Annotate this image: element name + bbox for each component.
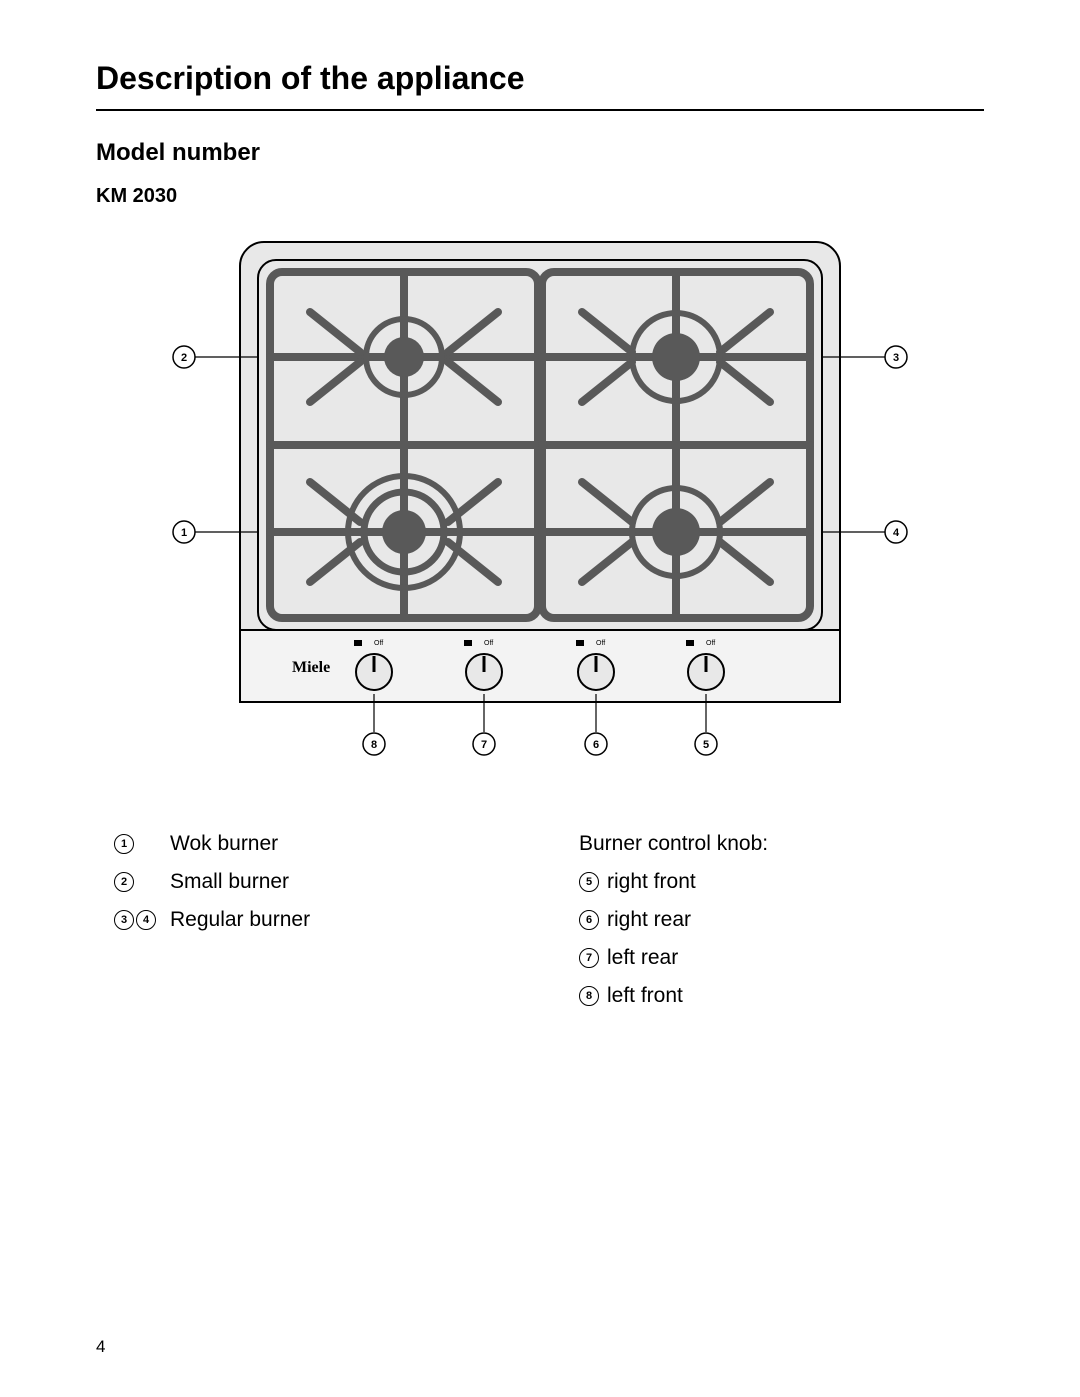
callout-8: 8 — [363, 733, 385, 755]
svg-text:4: 4 — [893, 527, 900, 539]
legend-text: Small burner — [170, 870, 289, 894]
svg-text:Off: Off — [374, 640, 383, 647]
legend-num: 7 — [579, 948, 599, 968]
brand-text: Miele — [292, 659, 330, 676]
svg-text:6: 6 — [593, 739, 599, 751]
svg-text:8: 8 — [371, 739, 377, 751]
legend-right-column: Burner control knob: 5 right front 6 rig… — [579, 832, 984, 1022]
section-title: Model number — [96, 139, 984, 167]
legend-num: 5 — [579, 872, 599, 892]
callout-1: 1 — [173, 521, 195, 543]
model-label: KM 2030 — [96, 185, 984, 208]
legend: 1 Wok burner 2 Small burner 3 4 Regular … — [114, 832, 984, 1022]
legend-num: 3 — [114, 910, 134, 930]
page-container: Description of the appliance Model numbe… — [0, 0, 1080, 1062]
svg-text:2: 2 — [181, 352, 187, 364]
page-number: 4 — [96, 1337, 105, 1357]
callout-6: 6 — [585, 733, 607, 755]
legend-num: 4 — [136, 910, 156, 930]
legend-text: Regular burner — [170, 908, 310, 932]
legend-row: 2 Small burner — [114, 870, 519, 894]
legend-text: right rear — [607, 908, 691, 932]
legend-text: left front — [607, 984, 683, 1008]
legend-row: 7 left rear — [579, 946, 984, 970]
main-title: Description of the appliance — [96, 60, 984, 97]
legend-num: 1 — [114, 834, 134, 854]
svg-text:1: 1 — [181, 527, 187, 539]
callout-5: 5 — [695, 733, 717, 755]
svg-text:Off: Off — [484, 640, 493, 647]
svg-text:3: 3 — [893, 352, 899, 364]
legend-text: left rear — [607, 946, 678, 970]
legend-row: 3 4 Regular burner — [114, 908, 519, 932]
legend-left-column: 1 Wok burner 2 Small burner 3 4 Regular … — [114, 832, 519, 1022]
title-rule — [96, 109, 984, 111]
callout-3: 3 — [885, 346, 907, 368]
legend-num: 6 — [579, 910, 599, 930]
legend-row: 8 left front — [579, 984, 984, 1008]
callout-2: 2 — [173, 346, 195, 368]
svg-text:5: 5 — [703, 739, 709, 751]
cooktop-svg: Miele Off Off Off — [160, 232, 920, 772]
callout-4: 4 — [885, 521, 907, 543]
legend-row: 1 Wok burner — [114, 832, 519, 856]
svg-text:Off: Off — [706, 640, 715, 647]
legend-text: Wok burner — [170, 832, 278, 856]
svg-text:7: 7 — [481, 739, 487, 751]
callout-7: 7 — [473, 733, 495, 755]
burner-wok — [348, 476, 460, 588]
legend-text: right front — [607, 870, 696, 894]
legend-row: 5 right front — [579, 870, 984, 894]
legend-num: 8 — [579, 986, 599, 1006]
cooktop-diagram: Miele Off Off Off — [160, 232, 920, 772]
legend-num: 2 — [114, 872, 134, 892]
legend-row: 6 right rear — [579, 908, 984, 932]
knob-legend-header: Burner control knob: — [579, 832, 984, 856]
svg-text:Off: Off — [596, 640, 605, 647]
